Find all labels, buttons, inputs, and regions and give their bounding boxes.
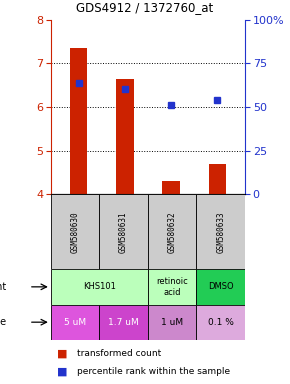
Text: 1 uM: 1 uM (161, 318, 183, 327)
Bar (148, 194, 196, 269)
Text: 1.7 uM: 1.7 uM (108, 318, 139, 327)
Text: GSM580633: GSM580633 (216, 211, 225, 253)
Text: 5 uM: 5 uM (64, 318, 86, 327)
Bar (70, 48, 87, 194)
Bar (197, 194, 245, 269)
Bar (148, 269, 196, 305)
Bar (197, 269, 245, 305)
Text: GSM580632: GSM580632 (168, 211, 177, 253)
Text: agent: agent (0, 282, 7, 292)
Bar (99, 305, 148, 340)
Bar (99, 194, 148, 269)
Text: dose: dose (0, 317, 7, 327)
Bar (51, 305, 99, 340)
Text: GSM580630: GSM580630 (70, 211, 79, 253)
Bar (197, 305, 245, 340)
Bar (51, 194, 99, 269)
Text: GDS4912 / 1372760_at: GDS4912 / 1372760_at (76, 1, 214, 14)
Bar (51, 269, 148, 305)
Text: GSM580631: GSM580631 (119, 211, 128, 253)
Text: KHS101: KHS101 (83, 282, 116, 291)
Text: DMSO: DMSO (208, 282, 233, 291)
Bar (116, 79, 134, 194)
Bar (162, 181, 180, 194)
Text: 0.1 %: 0.1 % (208, 318, 234, 327)
Text: ■: ■ (57, 349, 67, 359)
Text: ■: ■ (57, 367, 67, 377)
Text: percentile rank within the sample: percentile rank within the sample (77, 367, 230, 376)
Text: transformed count: transformed count (77, 349, 161, 359)
Bar (209, 164, 226, 194)
Text: retinoic
acid: retinoic acid (156, 277, 188, 296)
Bar (148, 305, 196, 340)
